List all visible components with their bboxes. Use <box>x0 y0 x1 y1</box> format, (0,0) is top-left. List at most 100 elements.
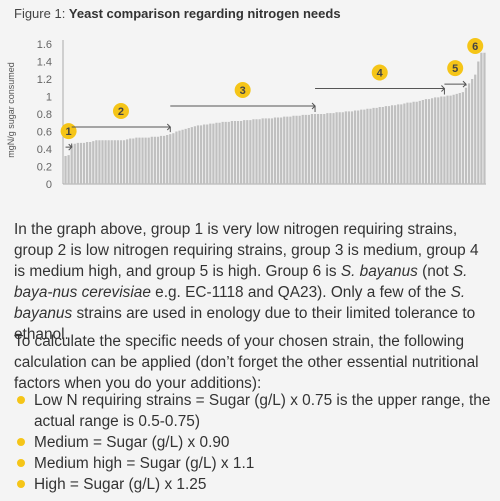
data-bar <box>79 142 83 184</box>
data-bar <box>221 121 224 184</box>
data-bar <box>430 98 434 184</box>
y-tick-label: 1 <box>46 92 52 104</box>
data-bar <box>166 135 169 184</box>
data-bar <box>298 115 301 184</box>
figure-title: Figure 1: Yeast comparison regarding nit… <box>14 6 341 21</box>
data-bar <box>249 120 252 184</box>
figure-title-text: Yeast comparison regarding nitrogen need… <box>68 6 341 21</box>
group-badge-label: 5 <box>452 63 458 75</box>
data-bar <box>82 142 86 184</box>
data-bar <box>92 141 95 184</box>
data-bar <box>474 74 477 184</box>
data-bar <box>458 93 461 184</box>
data-bar <box>246 120 249 184</box>
data-bar <box>199 125 203 184</box>
data-bar <box>437 97 440 184</box>
bullet-dot <box>17 459 25 467</box>
data-bar <box>446 95 449 184</box>
data-bar <box>372 107 375 184</box>
list-item: High = Sugar (g/L) x 1.25 <box>14 474 492 495</box>
data-bar <box>252 119 255 184</box>
list-item: Medium high = Sugar (g/L) x 1.1 <box>14 453 492 474</box>
data-bar <box>64 156 67 184</box>
data-bar <box>101 140 104 184</box>
data-bar <box>357 110 360 184</box>
group-badge <box>467 38 484 54</box>
data-bar <box>98 140 101 184</box>
data-bar <box>418 100 421 184</box>
data-bar <box>360 109 363 184</box>
data-bar <box>286 116 289 184</box>
data-bar <box>218 122 221 184</box>
data-bar <box>126 139 129 184</box>
data-bar <box>236 121 240 184</box>
data-bar <box>283 116 286 184</box>
data-bar <box>85 142 89 184</box>
data-bar <box>190 127 193 184</box>
data-bar <box>363 109 366 184</box>
list-item-text: Medium = Sugar (g/L) x 0.90 <box>34 434 230 451</box>
data-bar <box>341 112 344 184</box>
data-bar <box>116 140 120 184</box>
data-bar <box>449 95 452 184</box>
data-bar <box>394 105 397 184</box>
data-bar <box>153 136 156 184</box>
group-badge <box>371 64 388 81</box>
y-tick-label: 1.2 <box>37 74 52 86</box>
data-bar <box>193 126 197 184</box>
data-bar <box>455 93 458 184</box>
list-item-text: High = Sugar (g/L) x 1.25 <box>34 476 207 493</box>
list-item: Low N requiring strains = Sugar (g/L) x … <box>14 390 492 432</box>
species-name: S. bayanus <box>340 263 418 280</box>
data-bar <box>206 124 209 184</box>
paragraph-text: strains are used in enology due to their… <box>14 305 476 343</box>
calculation-list: Low N requiring strains = Sugar (g/L) x … <box>14 390 492 495</box>
data-bar <box>258 119 261 184</box>
data-bar <box>412 101 415 184</box>
data-bar <box>366 108 369 184</box>
data-bar <box>172 133 175 184</box>
data-bar <box>264 118 267 184</box>
data-bar <box>329 113 332 184</box>
data-bar <box>347 111 351 184</box>
y-tick-label: 0.4 <box>37 144 52 156</box>
data-bar <box>181 129 184 184</box>
data-bar <box>471 79 474 184</box>
data-bar <box>141 137 144 184</box>
data-bar <box>344 111 347 184</box>
data-bar <box>110 140 113 184</box>
data-bar <box>122 140 126 184</box>
paragraph-calculation: To calculate the specific needs of your … <box>14 333 479 392</box>
data-bar <box>76 142 79 184</box>
data-bar <box>276 117 280 184</box>
data-bar <box>326 113 329 184</box>
bullet-dot <box>17 396 25 404</box>
data-bar <box>434 97 437 184</box>
data-bar <box>400 104 403 184</box>
data-bar <box>104 140 107 184</box>
data-bar <box>338 112 341 184</box>
y-tick-label: 0.6 <box>37 127 52 139</box>
list-item-text: Low N requiring strains = Sugar (g/L) x … <box>34 392 491 430</box>
data-bar <box>332 113 335 184</box>
data-bar <box>317 114 320 184</box>
data-bar <box>369 108 372 184</box>
data-bar <box>353 110 357 184</box>
data-bar <box>230 121 233 184</box>
paragraph-groups: In the graph above, group 1 is very low … <box>14 219 492 345</box>
group-badge-label: 4 <box>377 68 384 80</box>
data-bar <box>390 105 394 184</box>
data-bar <box>147 137 150 184</box>
data-bar <box>203 124 206 184</box>
data-bar <box>320 114 323 184</box>
data-bar <box>159 135 163 184</box>
y-tick-label: 0 <box>46 179 52 191</box>
data-bar <box>304 114 307 184</box>
data-bar <box>209 123 212 184</box>
data-bar <box>452 94 455 184</box>
data-bar <box>313 114 317 184</box>
data-bar <box>467 83 471 184</box>
list-item-text: Medium high = Sugar (g/L) x 1.1 <box>34 455 255 472</box>
paragraph-text: In the graph above, group 1 is very low … <box>14 221 479 280</box>
data-bar <box>289 116 292 184</box>
